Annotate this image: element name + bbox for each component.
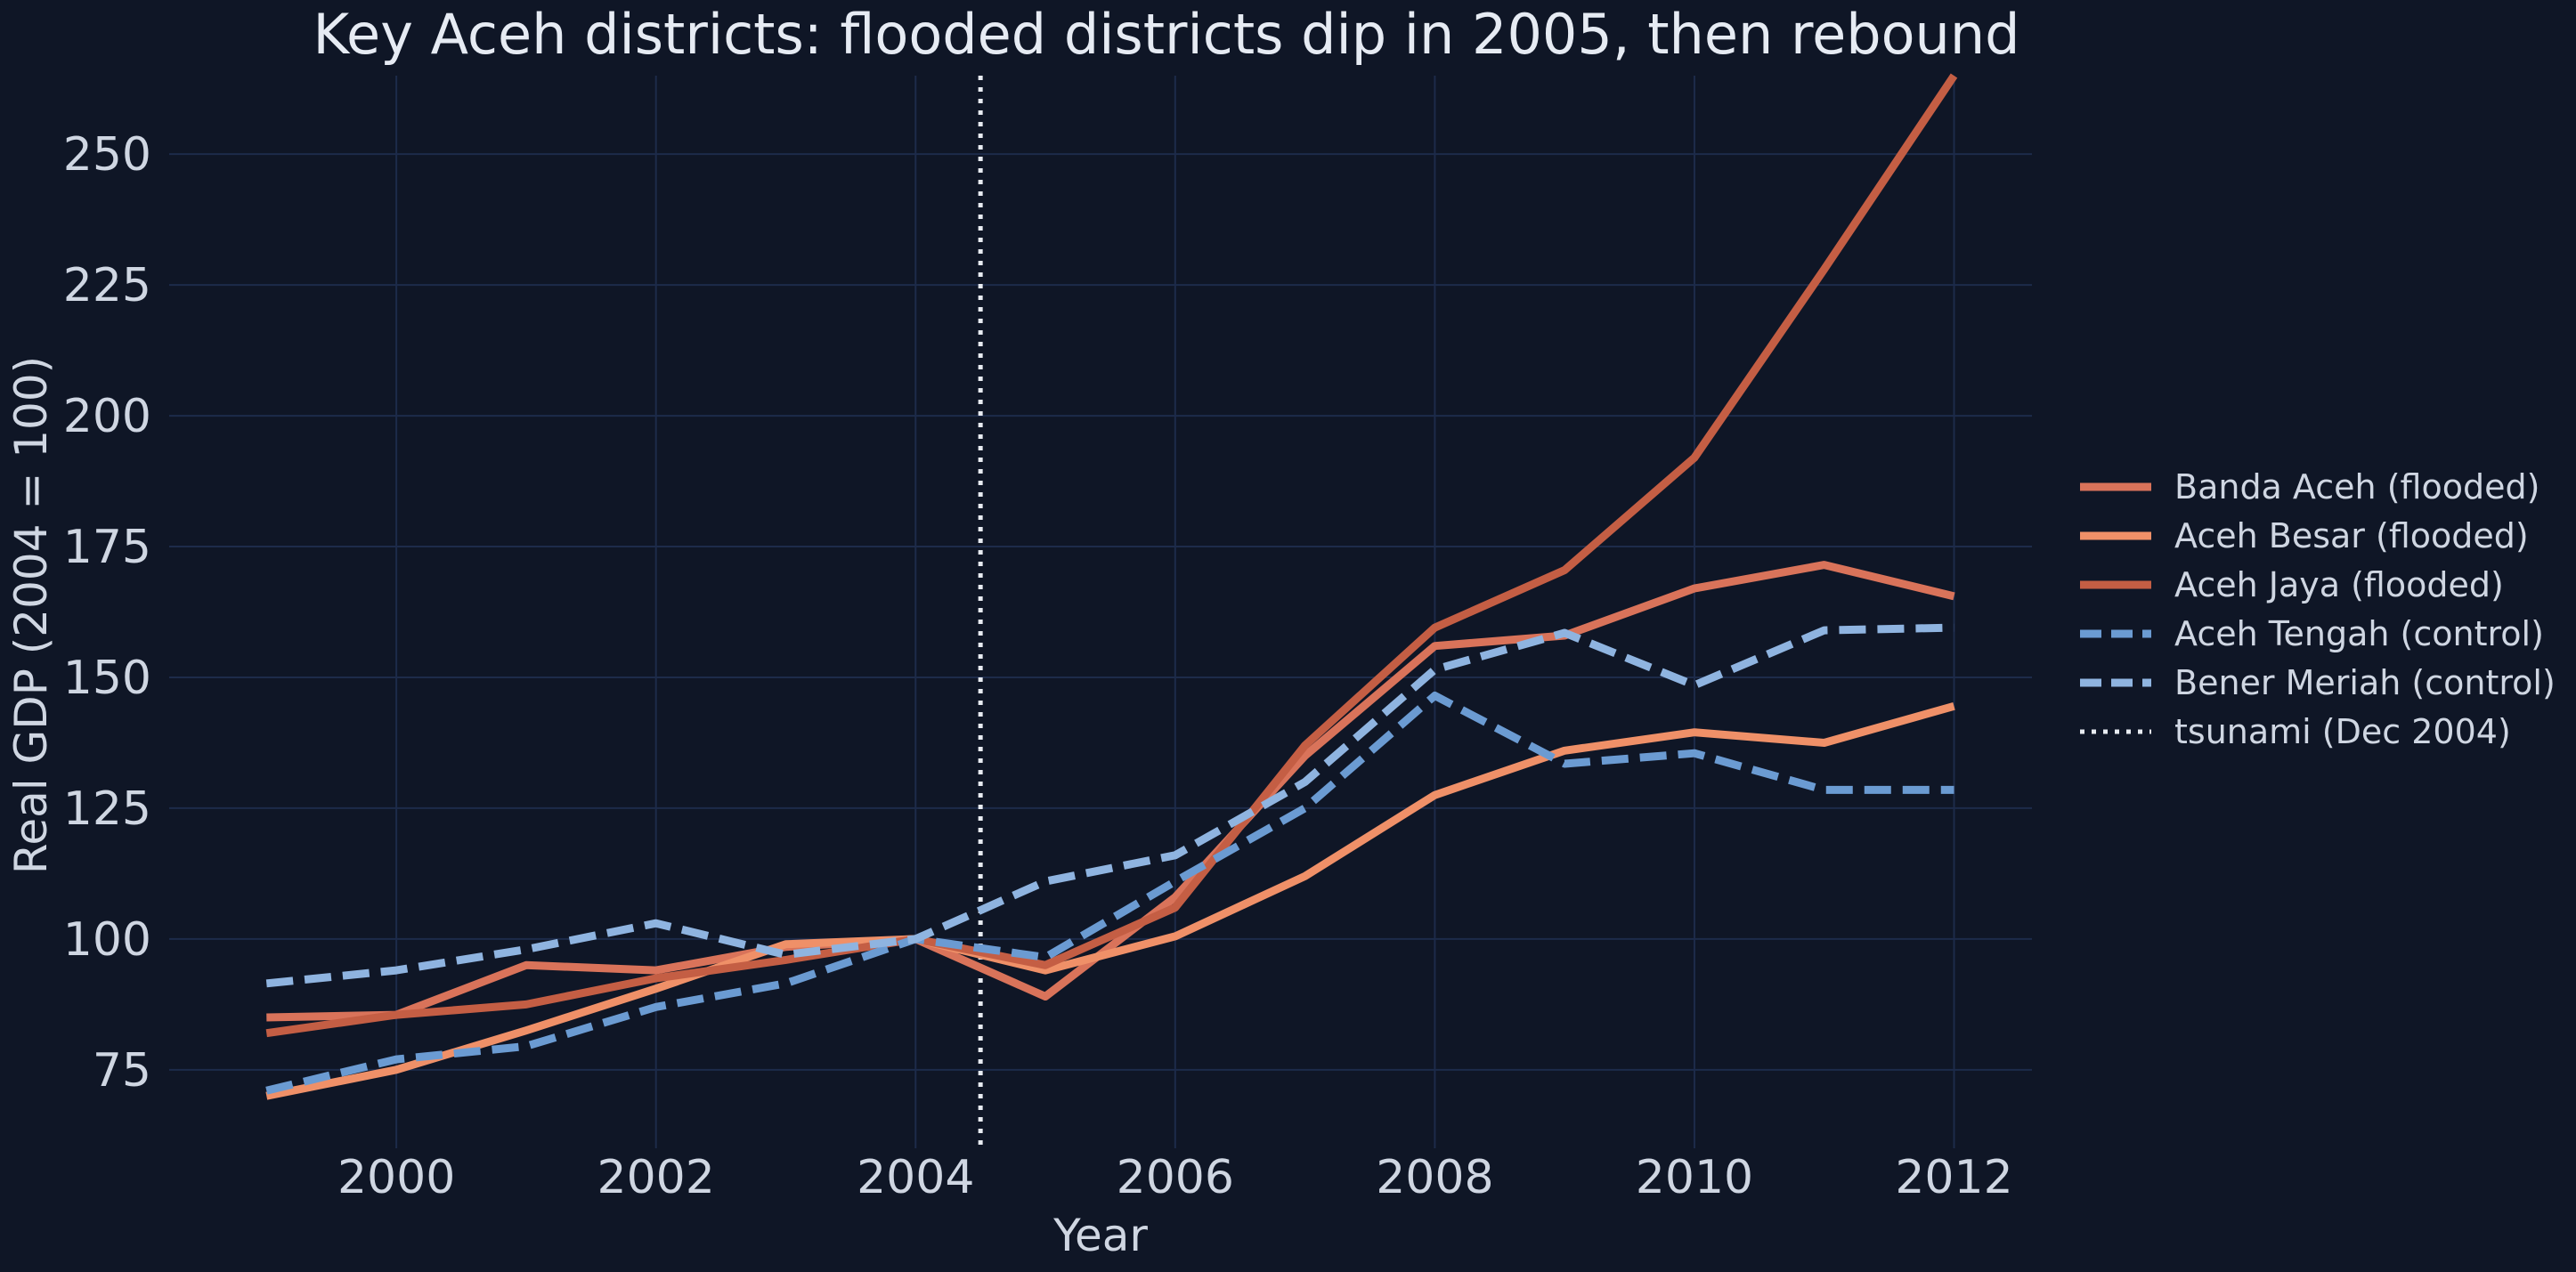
x-tick-label-2006: 2006 xyxy=(1117,1151,1234,1204)
x-tick-label-2000: 2000 xyxy=(337,1151,455,1204)
y-tick-label-125: 125 xyxy=(63,782,151,836)
legend-label-1: Banda Aceh (flooded) xyxy=(2174,467,2539,506)
legend-label-4: Aceh Tengah (control) xyxy=(2174,614,2544,653)
x-tick-label-2002: 2002 xyxy=(597,1151,715,1204)
legend: Banda Aceh (flooded) Aceh Besar (flooded)… xyxy=(2080,467,2556,751)
series-line-5 xyxy=(265,623,1954,988)
series-line-3 xyxy=(265,73,1958,1038)
x-tick-label-2004: 2004 xyxy=(857,1151,974,1204)
grid xyxy=(169,76,2032,1148)
y-axis-label: Real GDP (2004 = 100) xyxy=(5,356,57,874)
legend-label-2: Aceh Besar (flooded) xyxy=(2174,516,2529,555)
x-tick-labels: 2000 2002 2004 2006 2008 2010 2012 xyxy=(337,1151,2013,1204)
legend-label-5: Bener Meriah (control) xyxy=(2174,663,2556,702)
y-tick-labels: 75 100 125 150 175 200 225 250 xyxy=(63,128,151,1098)
series-line-4 xyxy=(265,692,1954,1095)
y-tick-label-250: 250 xyxy=(63,128,151,182)
legend-label-3: Aceh Jaya (flooded) xyxy=(2174,565,2504,604)
series-line-2 xyxy=(265,701,1955,1100)
legend-label-6: tsunami (Dec 2004) xyxy=(2174,712,2511,751)
y-tick-label-150: 150 xyxy=(63,652,151,705)
x-tick-label-2010: 2010 xyxy=(1636,1151,1753,1204)
x-axis-label: Year xyxy=(1052,1210,1148,1261)
series-lines xyxy=(265,73,1958,1100)
y-tick-label-75: 75 xyxy=(93,1044,151,1098)
y-tick-label-200: 200 xyxy=(63,390,151,443)
y-tick-label-225: 225 xyxy=(63,259,151,312)
x-tick-label-2008: 2008 xyxy=(1376,1151,1493,1204)
chart-title: Key Aceh districts: flooded districts di… xyxy=(313,2,2019,67)
x-tick-label-2012: 2012 xyxy=(1895,1151,2012,1204)
y-tick-label-100: 100 xyxy=(63,913,151,967)
y-tick-label-175: 175 xyxy=(63,521,151,574)
series-line-1 xyxy=(266,561,1955,1022)
